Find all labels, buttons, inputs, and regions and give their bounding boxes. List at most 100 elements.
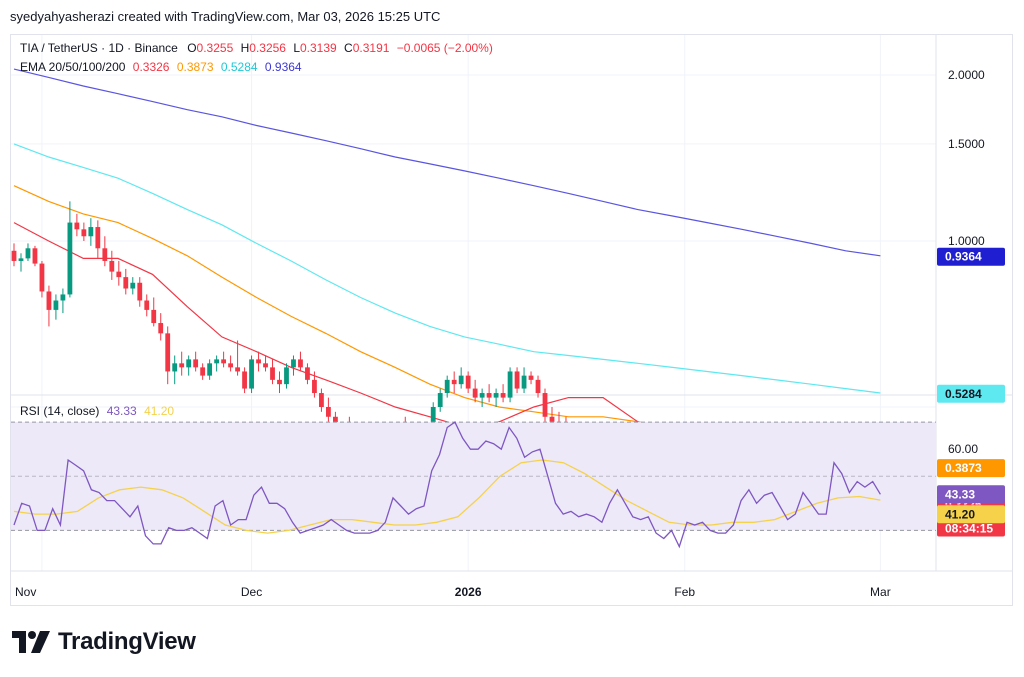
brand-name: TradingView [58, 628, 196, 655]
candle-body [465, 375, 471, 389]
candle-body [305, 367, 310, 380]
price-tick-label: 2.0000 [948, 68, 985, 82]
candle-body [312, 379, 317, 394]
close-value: 0.3191 [352, 41, 390, 55]
candle-body [123, 277, 129, 289]
candle-body [25, 248, 31, 259]
low-label: L [293, 41, 300, 55]
candle-body [67, 222, 73, 295]
candle-body [165, 333, 171, 372]
candle-body [137, 282, 143, 301]
attribution-text: syedyahyasherazi created with TradingVie… [10, 9, 441, 24]
candle-body [472, 388, 478, 398]
candle-body [549, 416, 555, 422]
rsi-tick-label: 60.00 [948, 442, 978, 456]
candle-body [479, 393, 485, 398]
ema-legend: EMA 20/50/100/200 0.3326 0.3873 0.5284 0… [20, 60, 306, 74]
candle-body [193, 359, 199, 368]
candle-body [214, 359, 220, 364]
ohlc-values: O0.3255 H0.3256 L0.3139 C0.3191 −0.0065 … [187, 41, 497, 55]
candle-body [221, 359, 227, 364]
tradingview-logo-icon [12, 631, 50, 653]
price-tick-label: 1.0000 [948, 234, 985, 248]
candle-body [437, 393, 443, 407]
candle-body [172, 363, 178, 372]
candle-body [18, 258, 24, 261]
candle-body [326, 407, 331, 417]
candle-body [507, 371, 513, 398]
candle-body [46, 291, 52, 310]
time-tick-label: Mar [870, 585, 891, 599]
rsi-legend: RSI (14, close) 43.33 41.20 [20, 404, 178, 418]
candle-body [493, 393, 499, 398]
ema50-badge-text: 0.3873 [945, 461, 982, 475]
candle-body [500, 393, 506, 398]
candle-body [430, 407, 436, 427]
tradingview-logo: TradingView [12, 628, 196, 656]
candle-body [158, 323, 164, 334]
candle-body [298, 359, 303, 368]
chart-area[interactable]: 2.0000 1.5000 1.0000 60.00 Nov Dec 2026 Feb Mar … [10, 34, 1013, 606]
rsi-badge-bg [937, 485, 1005, 504]
rsi-line [13, 421, 881, 549]
price-badge-text: 08:34:15 [945, 522, 993, 536]
rsi-ma-badge-text: 41.20 [945, 507, 975, 521]
candle-body [186, 359, 192, 368]
candle-body [207, 363, 213, 376]
ema200-badge-text: 0.9364 [945, 250, 982, 264]
time-tick-label: 2026 [455, 585, 482, 599]
ema100-badge: 0.5284 [937, 384, 1005, 403]
candle-body [277, 379, 282, 385]
candle-body [528, 375, 534, 380]
candle-body [109, 260, 115, 272]
open-value: 0.3255 [196, 41, 234, 55]
candle-body [130, 282, 136, 289]
ema200-value: 0.9364 [264, 60, 302, 74]
candle-body [144, 300, 150, 310]
ema200-line [13, 68, 881, 257]
candle-body [242, 371, 247, 389]
candle-body [116, 271, 122, 278]
candle-body [228, 363, 233, 368]
candle-body [179, 363, 185, 368]
rsi-ma-badge-bg [937, 505, 1005, 524]
candle-body [88, 227, 94, 237]
candle-body [542, 393, 548, 417]
rsi-value: 43.33 [106, 404, 137, 418]
rsi-ma-value: 41.20 [144, 404, 175, 418]
rsi-badge-text: 43.33 [945, 487, 975, 501]
candle-body [95, 227, 101, 249]
candle-body [151, 309, 157, 324]
ema200-badge-bg [937, 247, 1005, 266]
candle-body [270, 367, 275, 380]
candle-body [39, 263, 45, 292]
candle-body [102, 248, 108, 261]
ema50-badge-bg [937, 459, 1005, 478]
candle-body [256, 359, 261, 364]
rsi-ma-line [13, 459, 881, 534]
rsi-ma-badge: 41.20 [937, 505, 1005, 524]
candle-body [200, 367, 206, 376]
symbol-label: TIA / TetherUS · 1D · Binance [20, 41, 178, 55]
candle-body [11, 250, 17, 261]
change-value: −0.0065 (−2.00%) [396, 41, 493, 55]
candle-body [81, 229, 87, 237]
high-value: 0.3256 [249, 41, 286, 55]
candle-body [235, 367, 240, 372]
candle-body [284, 367, 289, 385]
candle-body [263, 363, 268, 368]
candle-body [53, 300, 59, 310]
ema50-badge: 0.3873 [937, 459, 1005, 478]
candle-body [451, 379, 457, 385]
ema100-value: 0.5284 [220, 60, 258, 74]
candle-body [514, 371, 520, 389]
low-value: 0.3139 [300, 41, 337, 55]
ema100-badge-bg [937, 384, 1005, 403]
candle-body [444, 379, 450, 394]
candle-body [74, 222, 80, 230]
ema20-value: 0.3326 [132, 60, 170, 74]
candle-body [32, 248, 38, 264]
time-tick-label: Feb [674, 585, 695, 599]
candle-body [486, 393, 492, 398]
